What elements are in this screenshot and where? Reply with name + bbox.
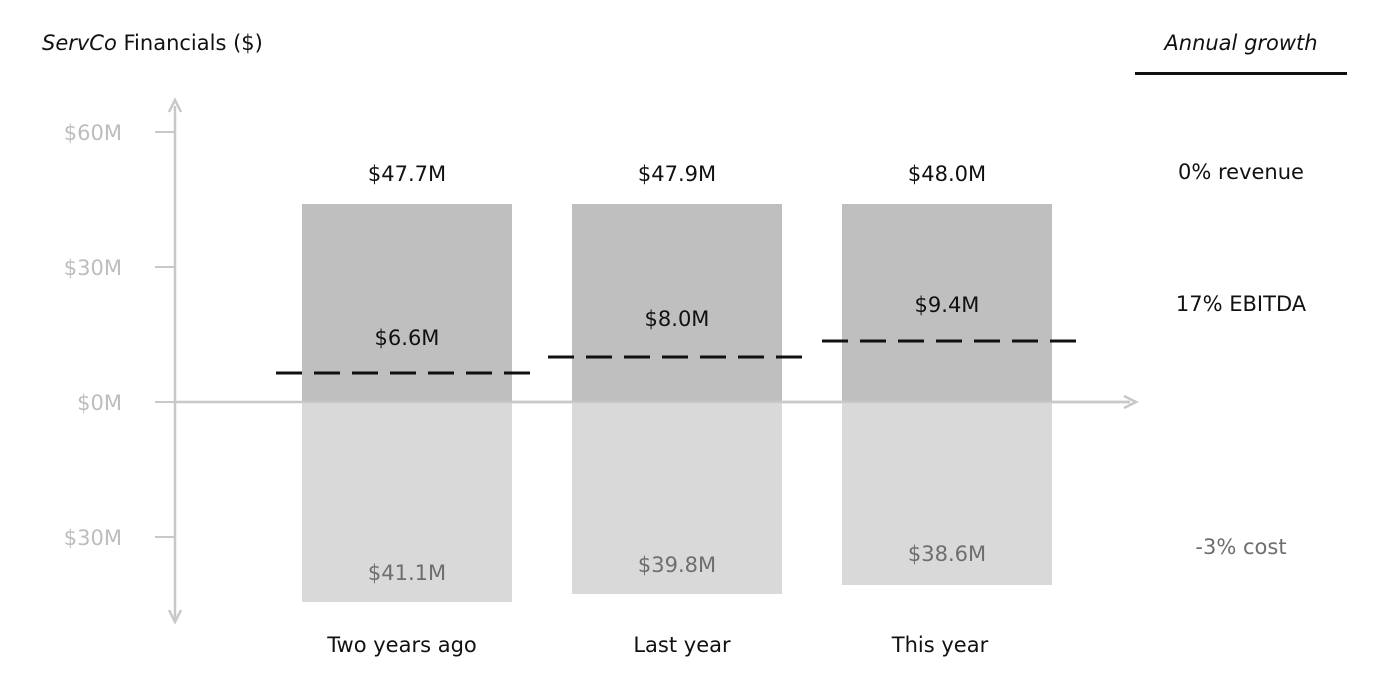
x-axis-arrow xyxy=(1123,394,1139,410)
cost-bar-0 xyxy=(302,403,512,602)
revenue-bar-2 xyxy=(842,204,1052,402)
growth-revenue: 0% revenue xyxy=(1178,160,1304,184)
growth-cost: -3% cost xyxy=(1195,535,1287,559)
cost-label-2: $38.6M xyxy=(908,542,986,566)
growth-ebitda: 17% EBITDA xyxy=(1175,292,1307,316)
y-tick-label-3: $30M xyxy=(64,526,122,550)
revenue-label-1: $47.9M xyxy=(638,162,716,186)
y-axis-arrow-down xyxy=(167,609,183,625)
revenue-bar-1 xyxy=(572,204,782,402)
chart-title-rest: Financials ($) xyxy=(116,31,263,55)
y-tick-label-2: $0M xyxy=(77,391,122,415)
growth-title: Annual growth xyxy=(1164,31,1318,55)
cost-bar-1 xyxy=(572,403,782,594)
revenue-label-2: $48.0M xyxy=(908,162,986,186)
y-tick-label-1: $30M xyxy=(64,256,122,280)
revenue-bar-0 xyxy=(302,204,512,402)
category-label-1: Last year xyxy=(633,633,731,657)
category-label-2: This year xyxy=(891,633,989,657)
chart-title: ServCo Financials ($) xyxy=(42,31,263,55)
growth-divider xyxy=(1135,72,1347,75)
y-tick-label-0: $60M xyxy=(64,121,122,145)
revenue-label-0: $47.7M xyxy=(368,162,446,186)
chart-title-brand: ServCo xyxy=(42,31,117,55)
cost-label-0: $41.1M xyxy=(368,561,446,585)
cost-bar-2 xyxy=(842,403,1052,585)
cost-label-1: $39.8M xyxy=(638,553,716,577)
ebitda-label-1: $8.0M xyxy=(645,307,710,331)
ebitda-label-2: $9.4M xyxy=(915,293,980,317)
y-axis-arrow-up xyxy=(167,97,183,113)
ebitda-label-0: $6.6M xyxy=(375,326,440,350)
category-label-0: Two years ago xyxy=(326,633,477,657)
